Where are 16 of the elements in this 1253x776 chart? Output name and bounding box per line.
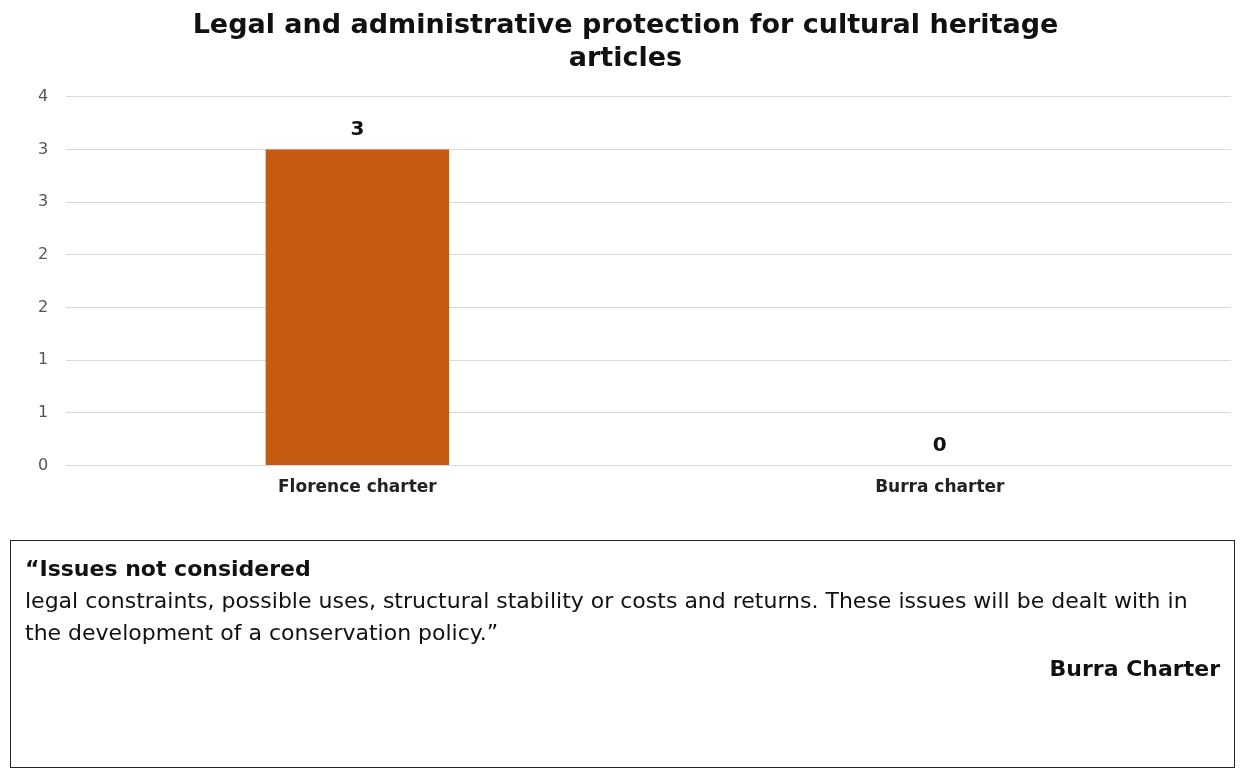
y-tick-label: 3 — [37, 191, 49, 211]
x-tick-label: Burra charter — [875, 476, 1006, 497]
x-tick-label: Florence charter — [278, 476, 438, 497]
y-tick-label: 4 — [37, 85, 49, 105]
y-tick-label: 1 — [37, 402, 49, 422]
y-tick-label: 3 — [37, 138, 49, 158]
y-tick-label: 0 — [37, 454, 49, 474]
text: Burra Charter — [1048, 654, 1220, 683]
y-tick-label: 1 — [37, 349, 49, 369]
text: legal constraints, possible uses, structural stability or costs and returns. These issues will be dealt with in the development of a conservation policy.” — [25, 586, 1189, 647]
y-tick-label: 2 — [37, 244, 49, 264]
data-label: 0 — [932, 431, 947, 456]
data-label: 3 — [350, 115, 365, 140]
chart-title: Legal and administrative protection for cultural heritage articles — [192, 8, 1059, 72]
text: “Issues not considered — [25, 555, 312, 583]
y-tick-label: 2 — [37, 296, 49, 316]
